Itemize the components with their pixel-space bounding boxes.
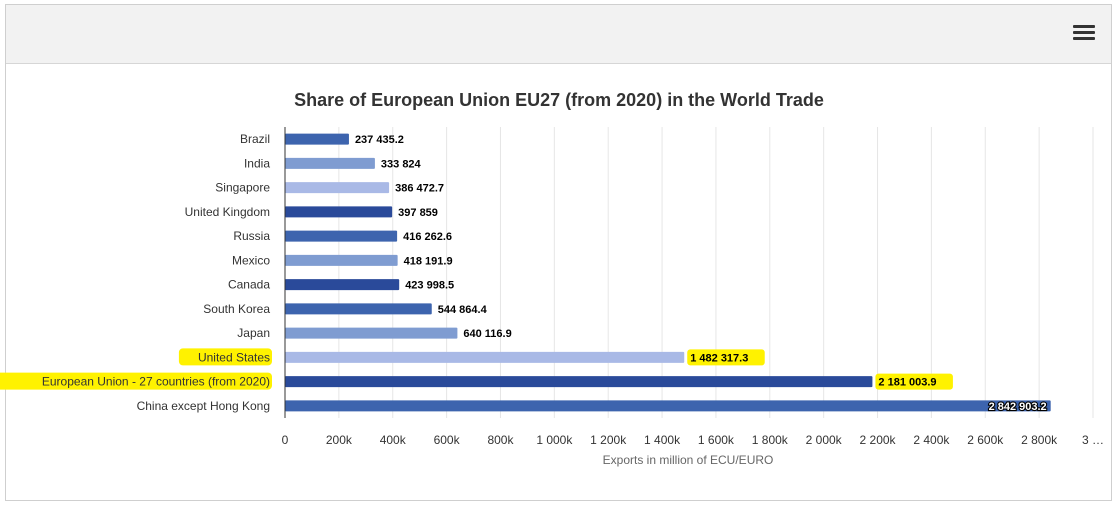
bar[interactable]	[285, 157, 375, 169]
x-tick-label: 600k	[434, 433, 461, 447]
data-label: 2 181 003.9	[878, 377, 936, 389]
x-tick-label: 3 …	[1082, 433, 1104, 447]
grid-lines	[338, 127, 1094, 418]
data-label: 386 472.7	[395, 183, 444, 195]
data-label: 640 116.9	[463, 328, 511, 340]
x-tick-label: 0	[282, 433, 289, 447]
x-tick-label: 1 400k	[644, 433, 681, 447]
category-highlight	[0, 372, 272, 390]
data-labels: 237 435.2 333 824 386 472.7 397 859 416 262.…	[355, 134, 1048, 414]
category-label: South Korea	[203, 302, 270, 316]
chart-container	[5, 4, 1112, 501]
chart-toolbar	[6, 5, 1111, 64]
x-tick-label: 2 200k	[860, 433, 897, 447]
data-label: 416 262.6	[403, 231, 452, 243]
x-axis-tick-labels: 0 200k 400k 600k 800k 1 000k 1 200k 1 400k 1 600…	[282, 433, 1104, 447]
bar[interactable]	[285, 206, 393, 218]
bar[interactable]	[285, 133, 349, 145]
x-tick-label: 2 000k	[806, 433, 843, 447]
data-label: 544 864.4	[438, 304, 488, 316]
category-highlight	[178, 348, 272, 366]
data-label: 397 859	[398, 207, 438, 219]
category-label: Canada	[228, 278, 270, 292]
x-tick-label: 800k	[487, 433, 514, 447]
data-label-highlight	[875, 373, 953, 390]
x-tick-label: 1 200k	[590, 433, 627, 447]
bar[interactable]	[285, 254, 398, 266]
x-tick-label: 400k	[380, 433, 407, 447]
data-label: 333 824	[381, 158, 422, 170]
data-label-highlight	[687, 349, 765, 366]
category-label: United States	[198, 350, 270, 364]
category-label: Singapore	[215, 181, 270, 195]
x-tick-label: 1 600k	[698, 433, 735, 447]
data-label: 418 191.9	[404, 255, 453, 267]
bar-series	[285, 133, 1051, 412]
bar[interactable]	[285, 303, 432, 315]
x-tick-label: 1 000k	[536, 433, 573, 447]
category-label: Japan	[237, 326, 270, 340]
x-axis-title: Exports in million of ECU/EURO	[603, 453, 774, 467]
x-tick-label: 1 800k	[752, 433, 789, 447]
category-label: United Kingdom	[185, 205, 270, 219]
x-tick-label: 2 800k	[1021, 433, 1058, 447]
bar[interactable]	[285, 376, 873, 388]
bar[interactable]	[285, 182, 390, 194]
data-label: 2 842 903.2	[989, 401, 1047, 413]
category-label: Brazil	[240, 132, 270, 146]
bar[interactable]	[285, 230, 398, 242]
data-label: 237 435.2	[355, 134, 404, 146]
category-label: Russia	[233, 229, 270, 243]
x-tick-label: 200k	[326, 433, 353, 447]
category-label: European Union - 27 countries (from 2020…	[42, 375, 270, 389]
data-label: 1 482 317.3	[690, 352, 748, 364]
chart-title: Share of European Union EU27 (from 2020)…	[294, 90, 824, 110]
category-label: Mexico	[232, 253, 270, 267]
category-labels: Brazil India Singapore United Kingdom Russia…	[42, 132, 270, 413]
x-tick-label: 2 600k	[967, 433, 1004, 447]
category-label: India	[244, 156, 270, 170]
hamburger-icon[interactable]	[1073, 24, 1095, 42]
x-tick-label: 2 400k	[913, 433, 950, 447]
category-label: China except Hong Kong	[137, 399, 270, 413]
bar[interactable]	[285, 351, 685, 363]
bar[interactable]	[285, 327, 458, 339]
highlight-marks	[0, 348, 953, 390]
data-label: 423 998.5	[405, 280, 454, 292]
bar[interactable]	[285, 279, 400, 291]
bar[interactable]	[285, 400, 1051, 412]
